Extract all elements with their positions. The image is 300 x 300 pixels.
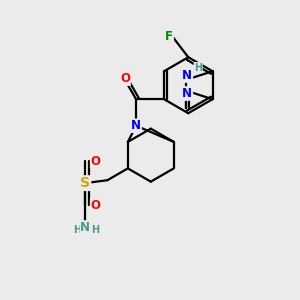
Text: N: N [182, 87, 192, 100]
Text: O: O [91, 199, 101, 212]
Text: O: O [91, 154, 101, 167]
Text: N: N [131, 119, 141, 132]
Text: O: O [120, 72, 130, 85]
Text: S: S [80, 176, 90, 190]
Text: H: H [73, 225, 81, 235]
Text: N: N [182, 69, 192, 82]
Text: N: N [80, 221, 90, 234]
Text: H: H [194, 62, 202, 73]
Text: H: H [91, 225, 99, 235]
Text: F: F [165, 29, 173, 43]
